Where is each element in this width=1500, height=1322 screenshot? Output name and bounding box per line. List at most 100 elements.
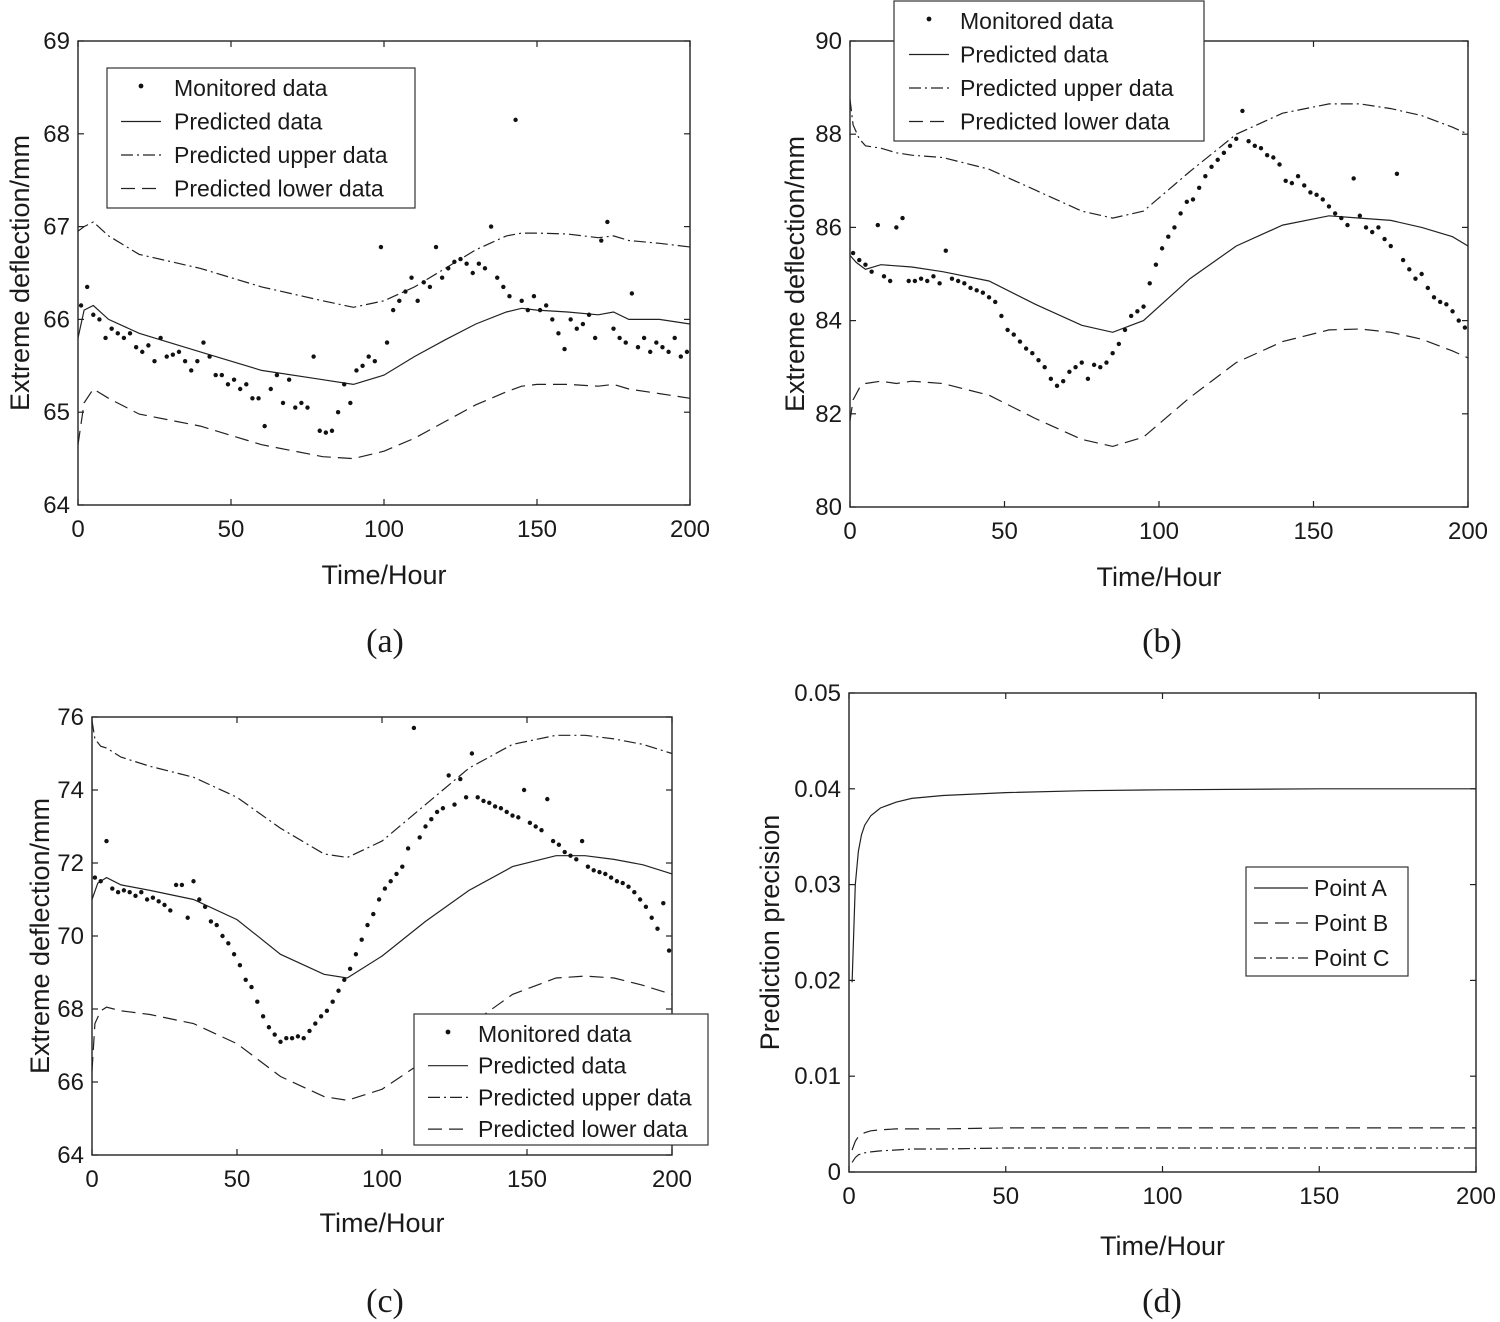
data-point (666, 349, 671, 355)
data-point (562, 346, 567, 352)
chart-b: 0 50 100 150 200 80 82 84 86 88 90 Time/Hour Extreme… (780, 0, 1488, 660)
data-point (495, 275, 500, 280)
legend-box (893, 0, 1205, 142)
legend: Monitored data Predicted data Predicted up… (106, 67, 416, 209)
data-point (568, 853, 573, 858)
data-point (539, 827, 544, 833)
data-point (84, 284, 90, 290)
x-tick-label: 150 (517, 516, 557, 543)
data-point (611, 326, 616, 331)
data-point (527, 820, 533, 826)
data-point (1258, 145, 1264, 151)
data-point (666, 948, 672, 953)
data-point (881, 274, 887, 279)
data-point (1067, 369, 1072, 375)
data-point (1147, 281, 1152, 286)
data-point (417, 835, 422, 840)
data-point (164, 354, 169, 359)
x-tick-label: 50 (224, 1166, 251, 1193)
data-point (1277, 162, 1282, 167)
data-point (519, 298, 524, 304)
data-point (579, 838, 585, 844)
series-line-point-b (851, 1127, 1476, 1151)
data-point (299, 400, 304, 406)
legend-marker-dot (138, 83, 144, 89)
data-point (195, 358, 200, 364)
data-point (382, 886, 388, 891)
data-point (359, 937, 364, 942)
data-point (850, 250, 856, 256)
data-point (918, 276, 924, 281)
data-point (1400, 257, 1406, 263)
data-point (533, 824, 538, 829)
data-point (394, 871, 399, 877)
data-point (955, 278, 961, 284)
panel-label: (a) (366, 623, 404, 660)
data-point (943, 248, 948, 253)
data-point (504, 809, 509, 815)
data-point (475, 795, 480, 800)
data-point (1357, 213, 1363, 218)
data-point (347, 966, 353, 972)
data-point (1394, 171, 1400, 177)
data-point (201, 340, 206, 345)
legend-marker-dot (445, 1029, 451, 1035)
data-point (1048, 376, 1054, 382)
y-tick-label: 74 (57, 777, 84, 804)
data-point (1271, 155, 1276, 160)
data-point (507, 294, 512, 299)
y-tick-label: 80 (815, 494, 842, 521)
data-point (1128, 313, 1134, 319)
data-point (1240, 108, 1245, 114)
data-point (152, 358, 157, 364)
data-point (648, 349, 653, 355)
data-point (446, 773, 451, 778)
x-axis-label: Time/Hour (1100, 1231, 1225, 1261)
data-point (1184, 199, 1190, 204)
data-point (1370, 229, 1375, 235)
x-tick-label: 50 (218, 516, 245, 543)
data-point (614, 879, 620, 884)
data-point (1011, 332, 1016, 337)
x-tick-label: 200 (1448, 518, 1488, 545)
data-point (1098, 365, 1103, 370)
data-point (376, 897, 382, 902)
data-point (133, 345, 139, 350)
data-point (980, 290, 986, 295)
data-point (237, 963, 243, 968)
y-tick-label: 0.05 (794, 680, 841, 707)
data-point (556, 842, 562, 847)
y-tick-label: 68 (43, 121, 70, 148)
data-point (317, 428, 322, 433)
data-point (121, 335, 127, 341)
data-point (510, 813, 515, 818)
x-tick-label: 200 (670, 516, 710, 543)
panel-label: (b) (1142, 623, 1182, 660)
x-tick-label: 50 (992, 1183, 1019, 1210)
data-point (452, 259, 457, 265)
data-point (78, 303, 84, 308)
series-monitored-data (78, 117, 690, 435)
data-point (168, 908, 173, 913)
chart-c: 0 50 100 150 200 64 66 68 70 72 74 76 Time/Hour Extre… (25, 704, 709, 1320)
data-point (1135, 309, 1140, 314)
data-point (342, 977, 347, 982)
x-tick-label: 150 (1293, 518, 1333, 545)
data-point (470, 270, 475, 276)
data-point (1110, 351, 1115, 356)
series-line-predicted-data (91, 855, 673, 979)
y-tick-label: 69 (43, 28, 70, 55)
data-point (1122, 327, 1128, 333)
data-point (440, 806, 446, 811)
data-point (127, 331, 133, 336)
data-point (999, 313, 1004, 319)
data-point (446, 266, 451, 271)
x-axis-label: Time/Hour (321, 560, 446, 590)
data-point (1456, 318, 1461, 323)
data-point (488, 224, 494, 229)
data-point (173, 882, 179, 888)
data-point (371, 911, 376, 917)
data-point (458, 776, 463, 782)
data-point (1425, 285, 1431, 291)
data-point (1017, 339, 1023, 344)
